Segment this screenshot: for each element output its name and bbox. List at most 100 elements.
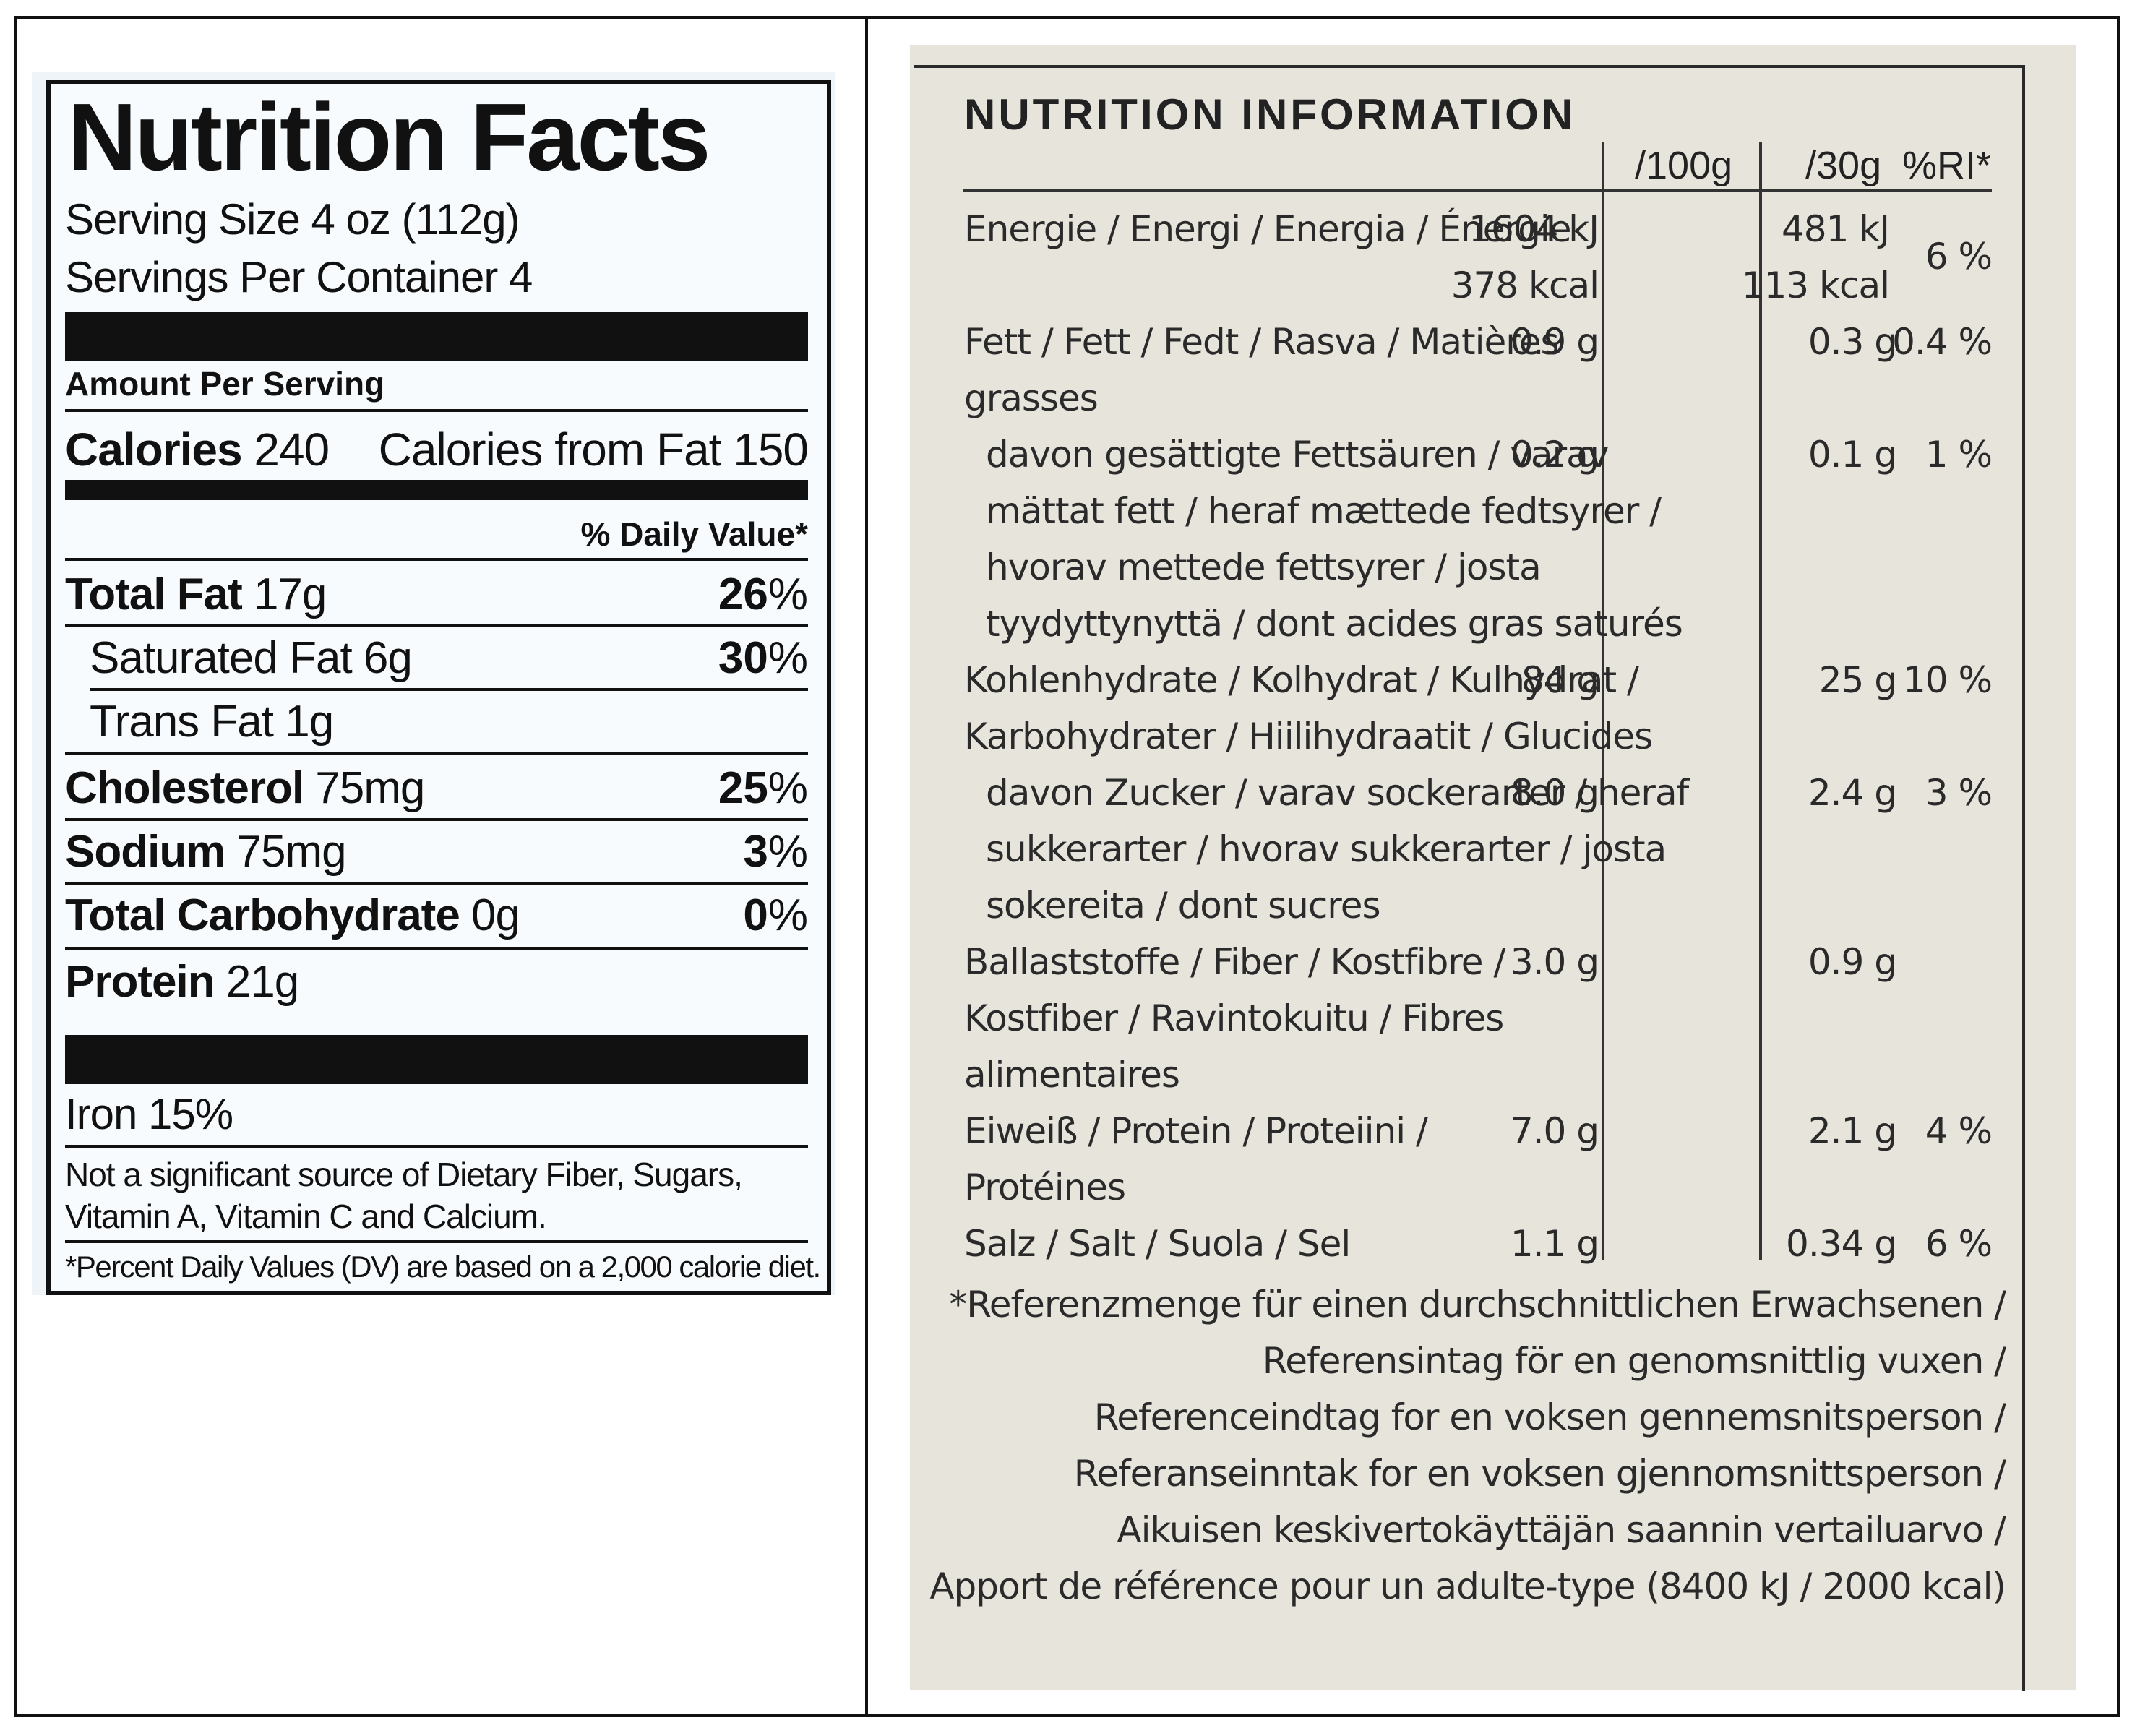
eu-footnote-line: Referensintag för en genomsnittlig vuxen…	[1262, 1340, 2006, 1382]
eu-value-per100g: 8.0 g	[1510, 772, 1599, 814]
col-header-100g: /100g	[1635, 144, 1733, 187]
not-significant-line2: Vitamin A, Vitamin C and Calcium.	[65, 1198, 547, 1235]
eu-value-per30g: 0.3 g	[1808, 321, 1897, 363]
nutrient-daily-value: 3%	[743, 830, 808, 875]
nutrient-row: Saturated Fat 6g	[90, 633, 413, 683]
nutrient-row: Protein 21g	[65, 957, 299, 1007]
nutrient-row: Trans Fat 1g	[90, 697, 334, 747]
eu-value-per100g: 3.0 g	[1510, 941, 1599, 983]
daily-value-number: 0	[743, 890, 768, 940]
nutrient-daily-value: 25%	[718, 766, 808, 811]
daily-value-number: 26	[718, 570, 768, 619]
nutrient-daily-value: 30%	[718, 636, 808, 681]
eu-nutrient-label: alimentaires	[964, 1054, 1180, 1096]
eu-nutrient-label: Eiweiß / Protein / Proteiini /	[964, 1110, 1428, 1152]
daily-value-number: 25	[718, 763, 768, 813]
daily-value-number: 30	[718, 633, 768, 683]
column-divider	[1602, 142, 1604, 1260]
eu-value-per100g: 378 kcal	[1451, 265, 1599, 306]
eu-value-per30g: 0.1 g	[1808, 434, 1897, 476]
calories-row: Calories 240	[65, 424, 330, 476]
nutrient-name: Cholesterol	[65, 763, 316, 813]
eu-nutrient-label: Salz / Salt / Suola / Sel	[964, 1223, 1351, 1265]
eu-value-ri: 6 %	[1925, 236, 1993, 278]
not-significant-line1: Not a significant source of Dietary Fibe…	[65, 1156, 743, 1193]
eu-border-right	[2022, 65, 2025, 1691]
eu-nutrient-label: Ballaststoffe / Fiber / Kostfibre /	[964, 941, 1505, 983]
nutrient-name: Protein	[65, 957, 226, 1007]
us-nutrition-facts-label: Nutrition Facts Serving Size 4 oz (112g)…	[46, 80, 831, 1295]
eu-value-ri: 10 %	[1902, 659, 1993, 701]
panel-divider	[865, 16, 868, 1717]
daily-value-number: 3	[743, 827, 768, 877]
eu-nutrient-label: davon Zucker / varav sockerarter / heraf	[986, 772, 1689, 814]
nutrient-amount: 6g	[363, 633, 413, 683]
rule	[65, 752, 808, 755]
eu-value-per100g: 1.1 g	[1510, 1223, 1599, 1265]
nutrient-amount: 17g	[253, 570, 327, 619]
eu-value-per100g: 0.2 g	[1510, 434, 1599, 476]
nutrient-daily-value: 0%	[743, 893, 808, 938]
eu-nutrient-label: mättat fett / heraf mættede fedtsyrer /	[986, 490, 1662, 532]
eu-value-per100g: 7.0 g	[1510, 1110, 1599, 1152]
thick-bar	[65, 1035, 808, 1084]
daily-value-header: % Daily Value*	[580, 515, 809, 553]
eu-nutrient-label: Karbohydrater / Hiilihydraatit / Glucide…	[964, 716, 1653, 757]
header-rule	[963, 189, 1992, 192]
us-title: Nutrition Facts	[68, 84, 710, 190]
eu-title: NUTRITION INFORMATION	[964, 90, 1576, 139]
rule	[65, 409, 808, 412]
eu-border-top	[914, 65, 2024, 68]
eu-value-per30g: 2.1 g	[1808, 1110, 1897, 1152]
col-header-30g: /30g	[1805, 144, 1882, 187]
rule	[65, 558, 808, 561]
rule	[65, 947, 808, 950]
eu-value-ri: 1 %	[1925, 434, 1993, 476]
eu-nutrient-label: grasses	[964, 377, 1099, 419]
eu-nutrient-label: Kostfiber / Ravintokuitu / Fibres	[964, 997, 1504, 1039]
nutrient-row: Total Fat 17g	[65, 570, 327, 619]
nutrient-amount: 1g	[285, 697, 334, 747]
nutrient-amount: 75mg	[236, 827, 347, 877]
thick-bar	[65, 312, 808, 361]
rule	[65, 882, 808, 885]
eu-value-per30g: 481 kJ	[1781, 208, 1890, 250]
nutrient-name: Trans Fat	[90, 697, 285, 747]
eu-value-ri: 4 %	[1925, 1110, 1993, 1152]
eu-nutrient-label: Kohlenhydrate / Kolhydrat / Kulhydrat /	[964, 659, 1639, 701]
eu-footnote-line: Referenceindtag for en voksen gennemsnit…	[1093, 1396, 2006, 1438]
calories-label: Calories	[65, 424, 243, 476]
rule	[65, 624, 808, 627]
nutrient-name: Total Fat	[65, 570, 254, 619]
eu-value-per30g: 2.4 g	[1808, 772, 1897, 814]
percent-sign: %	[768, 570, 808, 619]
eu-nutrient-label: Energie / Energi / Energia / Énergie	[964, 208, 1571, 250]
eu-value-ri: 6 %	[1925, 1223, 1993, 1265]
eu-nutrient-label: tyydyttynyttä / dont acides gras saturés	[986, 603, 1683, 645]
eu-value-ri: 3 %	[1925, 772, 1993, 814]
column-divider	[1759, 142, 1762, 1260]
calories-from-fat: Calories from Fat 150	[378, 424, 809, 476]
eu-value-per100g: 84 g	[1521, 659, 1599, 701]
serving-size: Serving Size 4 oz (112g)	[65, 195, 520, 244]
nutrient-amount: 0g	[471, 890, 520, 940]
nutrient-daily-value: 26%	[718, 572, 808, 617]
eu-footnote-line: *Referenzmenge für einen durchschnittlic…	[949, 1284, 2006, 1325]
nutrient-row: Cholesterol 75mg	[65, 763, 425, 813]
nutrient-row: Sodium 75mg	[65, 827, 347, 877]
nutrient-name: Sodium	[65, 827, 237, 877]
eu-value-ri: 0.4 %	[1892, 321, 1993, 363]
eu-label-background	[910, 45, 2076, 1690]
comparison-frame	[14, 16, 2120, 1717]
eu-nutrient-label: Protéines	[964, 1166, 1126, 1208]
percent-sign: %	[768, 827, 808, 877]
eu-value-per100g: 0.9 g	[1510, 321, 1599, 363]
eu-nutrient-label: sukkerarter / hvorav sukkerarter / josta	[986, 828, 1667, 870]
percent-sign: %	[768, 763, 808, 813]
eu-value-per30g: 0.9 g	[1808, 941, 1897, 983]
nutrient-amount: 21g	[225, 957, 299, 1007]
rule	[65, 818, 808, 821]
footnote: *Percent Daily Values (DV) are based on …	[65, 1250, 821, 1284]
eu-value-per30g: 113 kcal	[1741, 265, 1890, 306]
eu-nutrient-label: Fett / Fett / Fedt / Rasva / Matières	[964, 321, 1560, 363]
